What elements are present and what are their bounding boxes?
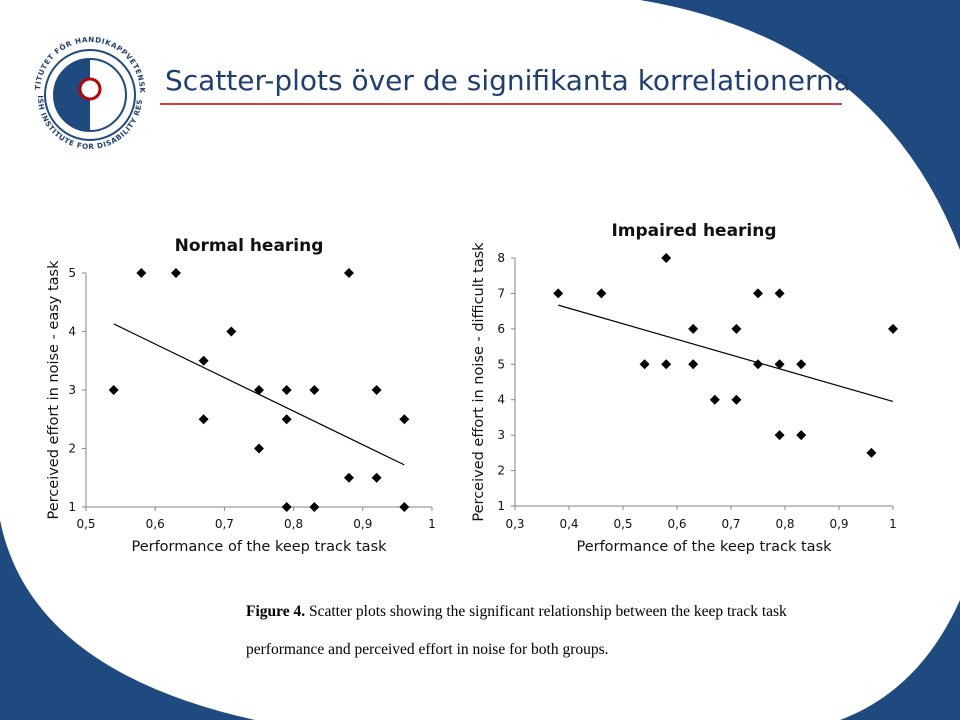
y-tick-label: 6 bbox=[497, 322, 505, 336]
y-tick-label: 5 bbox=[68, 266, 76, 280]
y-tick-label: 3 bbox=[68, 383, 76, 397]
data-point bbox=[688, 359, 699, 370]
data-point bbox=[553, 288, 564, 299]
x-axis-label: Performance of the keep track task bbox=[131, 539, 387, 555]
data-point bbox=[371, 472, 382, 483]
data-point bbox=[774, 430, 785, 441]
figure-caption-label: Figure 4. bbox=[246, 603, 305, 620]
data-point bbox=[399, 502, 410, 512]
chart-title: Normal hearing bbox=[175, 236, 324, 256]
chart-impaired-hearing: 1 2 3 4 5 6 7 8 0,3 0,4 0,5 0,6 0,7 0,8 0,9 1 Impaired h… bbox=[471, 221, 898, 555]
x-tick-label: 0,8 bbox=[775, 517, 794, 531]
institute-logo: INSTITUTET FÖR HANDIKAPPVETENSKAP SWEDIS… bbox=[0, 0, 146, 151]
y-tick-label: 4 bbox=[68, 325, 76, 339]
data-point bbox=[343, 472, 354, 483]
data-point bbox=[888, 323, 898, 334]
data-point bbox=[136, 268, 147, 278]
data-point bbox=[343, 268, 354, 278]
data-point bbox=[254, 385, 264, 395]
x-tick-label: 0,6 bbox=[667, 517, 686, 531]
data-point bbox=[309, 385, 320, 395]
chart-title: Impaired hearing bbox=[611, 221, 776, 241]
y-axis-label: Perceived effort in noise - easy task bbox=[46, 260, 62, 520]
data-point bbox=[399, 414, 410, 425]
data-point bbox=[731, 323, 742, 334]
data-point bbox=[753, 288, 763, 299]
x-tick-label: 0,7 bbox=[215, 517, 234, 531]
data-point bbox=[309, 502, 320, 512]
figure-caption-text1: Scatter plots showing the significant re… bbox=[305, 603, 787, 620]
data-point bbox=[661, 253, 672, 263]
data-point bbox=[796, 430, 807, 441]
data-point bbox=[596, 288, 607, 299]
data-point bbox=[709, 394, 720, 405]
y-tick-label: 1 bbox=[68, 500, 76, 514]
y-tick-label: 3 bbox=[497, 428, 505, 442]
data-point bbox=[281, 414, 292, 425]
corner-swoosh-bottom-left bbox=[0, 520, 255, 720]
x-tick-label: 0,5 bbox=[76, 517, 95, 531]
x-tick-label: 0,5 bbox=[613, 517, 632, 531]
figure-caption-line1: Figure 4. Scatter plots showing the sign… bbox=[246, 603, 787, 620]
trendline bbox=[558, 304, 894, 403]
data-point bbox=[371, 385, 382, 395]
corner-swoosh-top-right bbox=[640, 0, 960, 250]
data-point bbox=[198, 355, 209, 366]
data-point bbox=[281, 502, 292, 512]
x-tick-label: 0,8 bbox=[284, 517, 303, 531]
data-point bbox=[731, 394, 742, 405]
data-point bbox=[281, 385, 292, 395]
x-tick-label: 0,6 bbox=[146, 517, 165, 531]
y-tick-label: 2 bbox=[68, 442, 76, 456]
data-point bbox=[774, 359, 785, 370]
x-tick-label: 0,4 bbox=[559, 517, 578, 531]
data-point bbox=[170, 268, 181, 278]
figure-caption-line2: performance and perceived effort in nois… bbox=[246, 641, 609, 658]
y-axis-label: Perceived effort in noise - difficult ta… bbox=[471, 242, 487, 522]
y-tick-label: 7 bbox=[497, 286, 505, 300]
data-point bbox=[796, 359, 807, 370]
data-point bbox=[639, 359, 650, 370]
data-point bbox=[198, 414, 209, 425]
x-axis-label: Performance of the keep track task bbox=[576, 539, 832, 555]
data-point bbox=[753, 359, 763, 370]
data-point bbox=[774, 288, 785, 299]
y-tick-label: 4 bbox=[497, 393, 505, 407]
data-point bbox=[108, 385, 119, 395]
data-point bbox=[254, 443, 264, 454]
x-tick-label: 0,3 bbox=[505, 517, 524, 531]
y-tick-label: 5 bbox=[497, 357, 505, 371]
data-point bbox=[688, 323, 699, 334]
y-tick-label: 8 bbox=[497, 251, 505, 265]
x-tick-label: 1 bbox=[428, 517, 436, 531]
data-point bbox=[661, 359, 672, 370]
data-point bbox=[226, 326, 237, 337]
x-tick-label: 0,9 bbox=[353, 517, 372, 531]
x-tick-label: 0,7 bbox=[721, 517, 740, 531]
data-point bbox=[866, 447, 877, 458]
chart-normal-hearing: 1 2 3 4 5 0,5 0,6 0,7 0,8 0,9 1 Normal hearing Perfo… bbox=[46, 236, 436, 555]
corner-swoosh-bottom-right bbox=[840, 600, 960, 720]
slide-title: Scatter-plots över de signifikanta korre… bbox=[165, 64, 851, 97]
x-tick-label: 0,9 bbox=[829, 517, 848, 531]
x-tick-label: 1 bbox=[889, 517, 897, 531]
y-tick-label: 1 bbox=[497, 499, 505, 513]
y-tick-label: 2 bbox=[497, 464, 505, 478]
